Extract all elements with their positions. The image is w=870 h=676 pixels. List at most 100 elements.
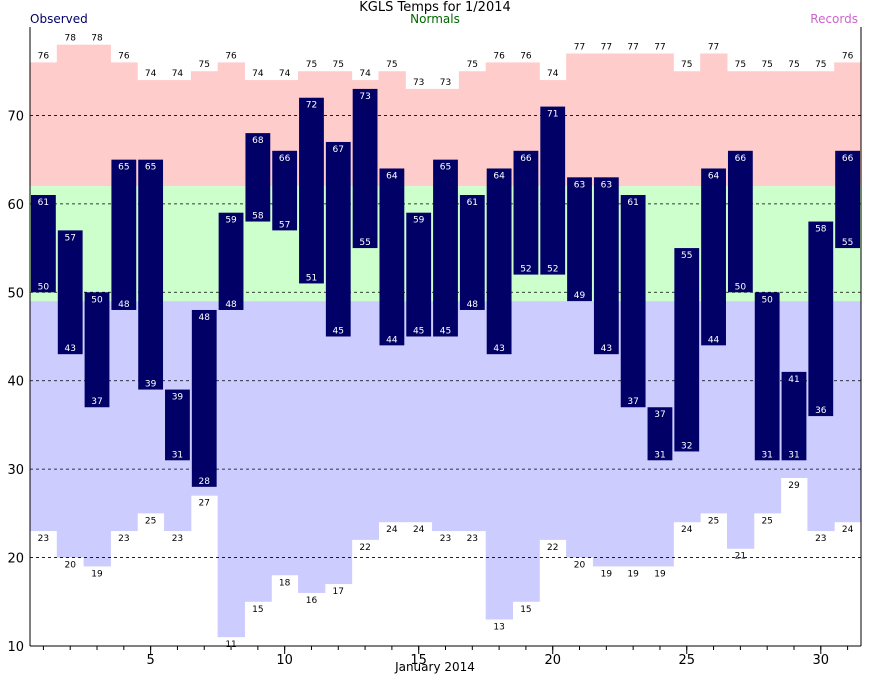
y-tick-label: 50 (7, 286, 24, 301)
observed-high-label: 50 (91, 295, 103, 305)
observed-bar (754, 292, 780, 461)
record-low-label: 17 (333, 587, 344, 597)
observed-high-label: 66 (520, 154, 532, 164)
record-low-band (539, 301, 567, 540)
observed-bar (191, 309, 217, 487)
record-high-label: 77 (601, 43, 612, 53)
record-high-label: 75 (681, 60, 692, 70)
observed-bar (165, 389, 190, 461)
x-tick-label: 25 (678, 653, 695, 668)
observed-bar (57, 230, 83, 355)
observed-high-label: 66 (279, 154, 291, 164)
observed-low-label: 55 (842, 238, 853, 248)
observed-high-label: 58 (815, 225, 827, 235)
observed-high-label: 64 (708, 171, 720, 181)
normal-band (83, 186, 111, 302)
record-low-band (324, 301, 353, 585)
observed-low-label: 44 (708, 335, 720, 345)
observed-bar (835, 150, 860, 249)
record-low-label: 23 (118, 534, 129, 544)
record-low-label: 24 (413, 525, 425, 535)
x-tick-label: 20 (544, 653, 561, 668)
observed-low-label: 49 (574, 291, 586, 301)
normal-band (753, 186, 782, 302)
record-high-label: 75 (333, 60, 344, 70)
observed-low-label: 45 (333, 327, 344, 337)
record-low-label: 23 (467, 534, 478, 544)
record-low-label: 19 (91, 569, 103, 579)
x-tick-label: 10 (276, 653, 293, 668)
record-low-band (244, 301, 272, 602)
observed-bar (31, 195, 56, 293)
observed-high-label: 71 (547, 110, 558, 120)
observed-high-label: 65 (440, 163, 451, 173)
record-low-label: 22 (547, 543, 558, 553)
record-low-band (834, 301, 862, 523)
record-low-label: 25 (761, 516, 772, 526)
record-low-band (512, 301, 540, 602)
record-low-label: 13 (493, 622, 504, 632)
record-low-band (271, 301, 299, 576)
observed-low-label: 28 (199, 477, 211, 487)
record-low-label: 19 (627, 569, 639, 579)
observed-bar (593, 177, 619, 355)
observed-bar (513, 150, 539, 275)
record-low-band (432, 301, 460, 532)
record-high-band (217, 62, 245, 187)
observed-bar (272, 150, 298, 231)
x-tick-label: 5 (146, 653, 154, 668)
record-high-label: 76 (842, 51, 854, 61)
observed-low-label: 48 (467, 300, 479, 310)
record-high-band (566, 53, 594, 187)
record-high-label: 74 (279, 69, 291, 79)
record-high-label: 75 (306, 60, 317, 70)
observed-low-label: 52 (520, 265, 531, 275)
observed-high-label: 73 (359, 92, 370, 102)
observed-low-label: 52 (547, 265, 558, 275)
chart-title: KGLS Temps for 1/2014 (359, 0, 511, 15)
x-tick-label: 15 (410, 653, 427, 668)
record-high-band (646, 53, 674, 187)
observed-low-label: 50 (735, 282, 747, 292)
observed-high-label: 61 (38, 198, 49, 208)
record-low-band (298, 301, 326, 593)
x-tick-label: 30 (813, 653, 830, 668)
observed-low-label: 39 (145, 380, 157, 390)
observed-high-label: 37 (654, 410, 665, 420)
observed-high-label: 64 (386, 171, 398, 181)
observed-low-label: 31 (788, 450, 799, 460)
record-low-label: 29 (788, 481, 800, 491)
record-high-label: 74 (172, 69, 184, 79)
observed-bar (138, 159, 164, 390)
observed-high-label: 57 (64, 233, 75, 243)
record-high-label: 73 (413, 78, 424, 88)
observed-high-label: 48 (199, 313, 211, 323)
record-high-label: 75 (815, 60, 826, 70)
record-high-band (485, 62, 514, 187)
observed-bar (567, 177, 592, 302)
record-high-label: 76 (38, 51, 50, 61)
normal-band (646, 186, 674, 302)
observed-low-label: 45 (413, 327, 424, 337)
record-low-band (110, 301, 138, 532)
observed-high-label: 59 (225, 216, 237, 226)
observed-high-label: 66 (842, 154, 854, 164)
record-low-label: 21 (735, 552, 746, 562)
observed-bar (379, 168, 405, 346)
y-tick-label: 20 (7, 552, 24, 567)
record-high-band (405, 88, 433, 187)
observed-low-label: 50 (38, 282, 50, 292)
record-low-label: 23 (172, 534, 183, 544)
record-high-band (807, 71, 835, 187)
record-low-label: 22 (359, 543, 370, 553)
observed-low-label: 37 (627, 397, 638, 407)
observed-low-label: 44 (386, 335, 398, 345)
record-high-band (30, 62, 58, 187)
observed-low-label: 48 (225, 300, 237, 310)
observed-low-label: 55 (359, 238, 370, 248)
observed-low-label: 36 (815, 406, 827, 416)
record-low-label: 16 (306, 596, 318, 606)
observed-high-label: 41 (788, 375, 799, 385)
record-low-label: 23 (38, 534, 49, 544)
record-low-band (566, 301, 594, 558)
